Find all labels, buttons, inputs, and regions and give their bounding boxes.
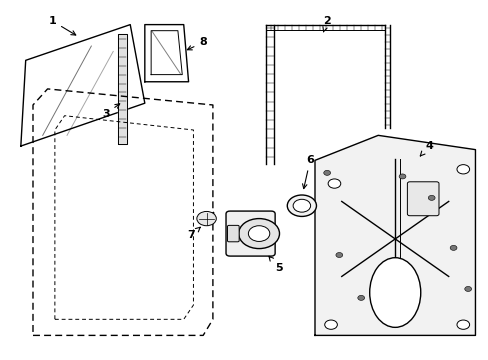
Circle shape (449, 246, 456, 250)
Circle shape (456, 165, 468, 174)
Circle shape (335, 252, 342, 257)
Text: 2: 2 (322, 16, 330, 32)
Circle shape (324, 320, 337, 329)
Text: 8: 8 (187, 37, 206, 50)
Circle shape (238, 219, 279, 249)
Circle shape (327, 179, 340, 188)
FancyBboxPatch shape (227, 225, 239, 242)
Text: 3: 3 (102, 104, 120, 119)
FancyBboxPatch shape (225, 211, 275, 256)
Circle shape (197, 211, 216, 226)
Circle shape (464, 287, 470, 292)
FancyBboxPatch shape (407, 182, 438, 216)
Circle shape (248, 226, 269, 242)
Circle shape (427, 195, 434, 201)
Polygon shape (118, 33, 126, 144)
Text: 7: 7 (187, 227, 200, 240)
Circle shape (287, 195, 316, 216)
Text: 5: 5 (268, 256, 282, 273)
Polygon shape (314, 135, 474, 336)
Circle shape (398, 174, 405, 179)
Circle shape (292, 199, 310, 212)
Circle shape (357, 296, 364, 300)
Ellipse shape (369, 258, 420, 327)
Text: 4: 4 (419, 141, 432, 156)
Circle shape (323, 170, 330, 175)
Text: 6: 6 (302, 156, 313, 189)
Circle shape (456, 320, 468, 329)
Text: 1: 1 (48, 16, 76, 35)
